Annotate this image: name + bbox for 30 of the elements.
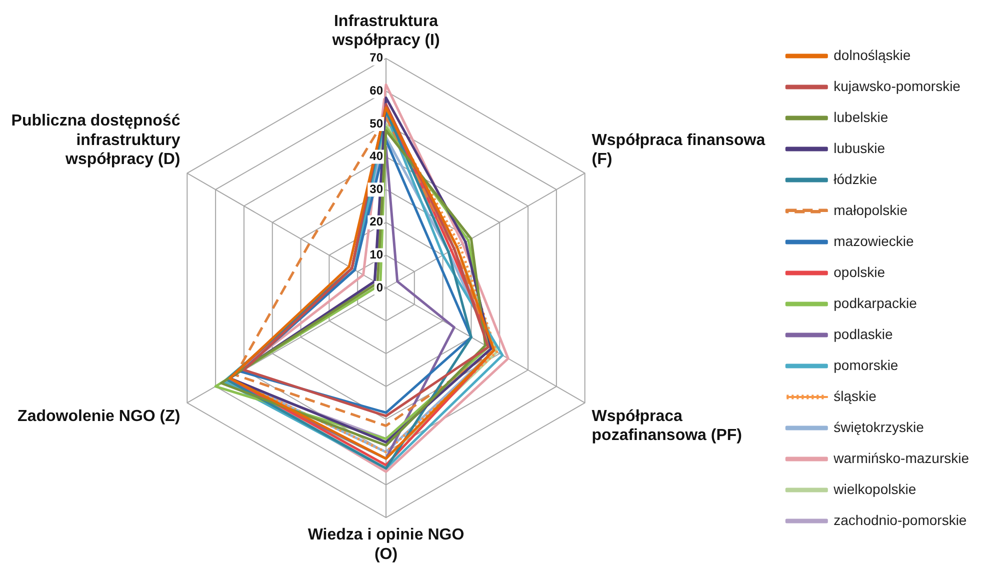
legend-label: opolskie [834,264,886,280]
legend-label: śląskie [834,388,877,404]
legend-label: pomorskie [834,356,898,373]
y-tick-label: 30 [370,182,384,196]
y-tick-label: 60 [370,84,384,98]
legend-label: wielkopolskie [832,480,916,497]
legend-label: mazowieckie [834,232,914,249]
legend-label: warmińsko-mazurskie [832,450,970,466]
y-tick-label: 50 [370,116,384,130]
spoke-label: Współpraca pozafinansowa (PF) [592,408,742,444]
legend-label: zachodnio-pomorskie [834,512,967,528]
legend-label: lubelskie [834,108,888,125]
legend-label: podkarpackie [834,294,918,311]
y-tick-label: 70 [370,50,384,65]
legend-label: małopolskie [834,202,908,218]
legend-label: łódzkie [834,170,878,187]
spoke-label: Współpraca finansowa (F) [592,132,766,168]
legend-label: dolnośląskie [834,46,911,63]
y-tick-label: 0 [376,280,384,294]
spoke-label: Zadowolenie NGO (Z) [18,408,180,425]
legend-label: podlaskie [834,326,894,342]
spoke-label: Infrastruktura współpracy (I) [331,13,440,50]
legend-label: kujawsko-pomorskie [834,78,961,94]
y-tick-label: 10 [370,248,384,262]
y-tick-label: 40 [370,149,384,164]
spoke-label: Wiedza i opinie NGO (O) [308,526,464,563]
legend-label: lubuskie [834,140,886,156]
legend-label: świętokrzyskie [834,418,924,435]
spoke-label: Publiczna dostępność infrastruktury współpracy (D) [11,112,180,168]
y-tick-label: 20 [370,214,384,229]
